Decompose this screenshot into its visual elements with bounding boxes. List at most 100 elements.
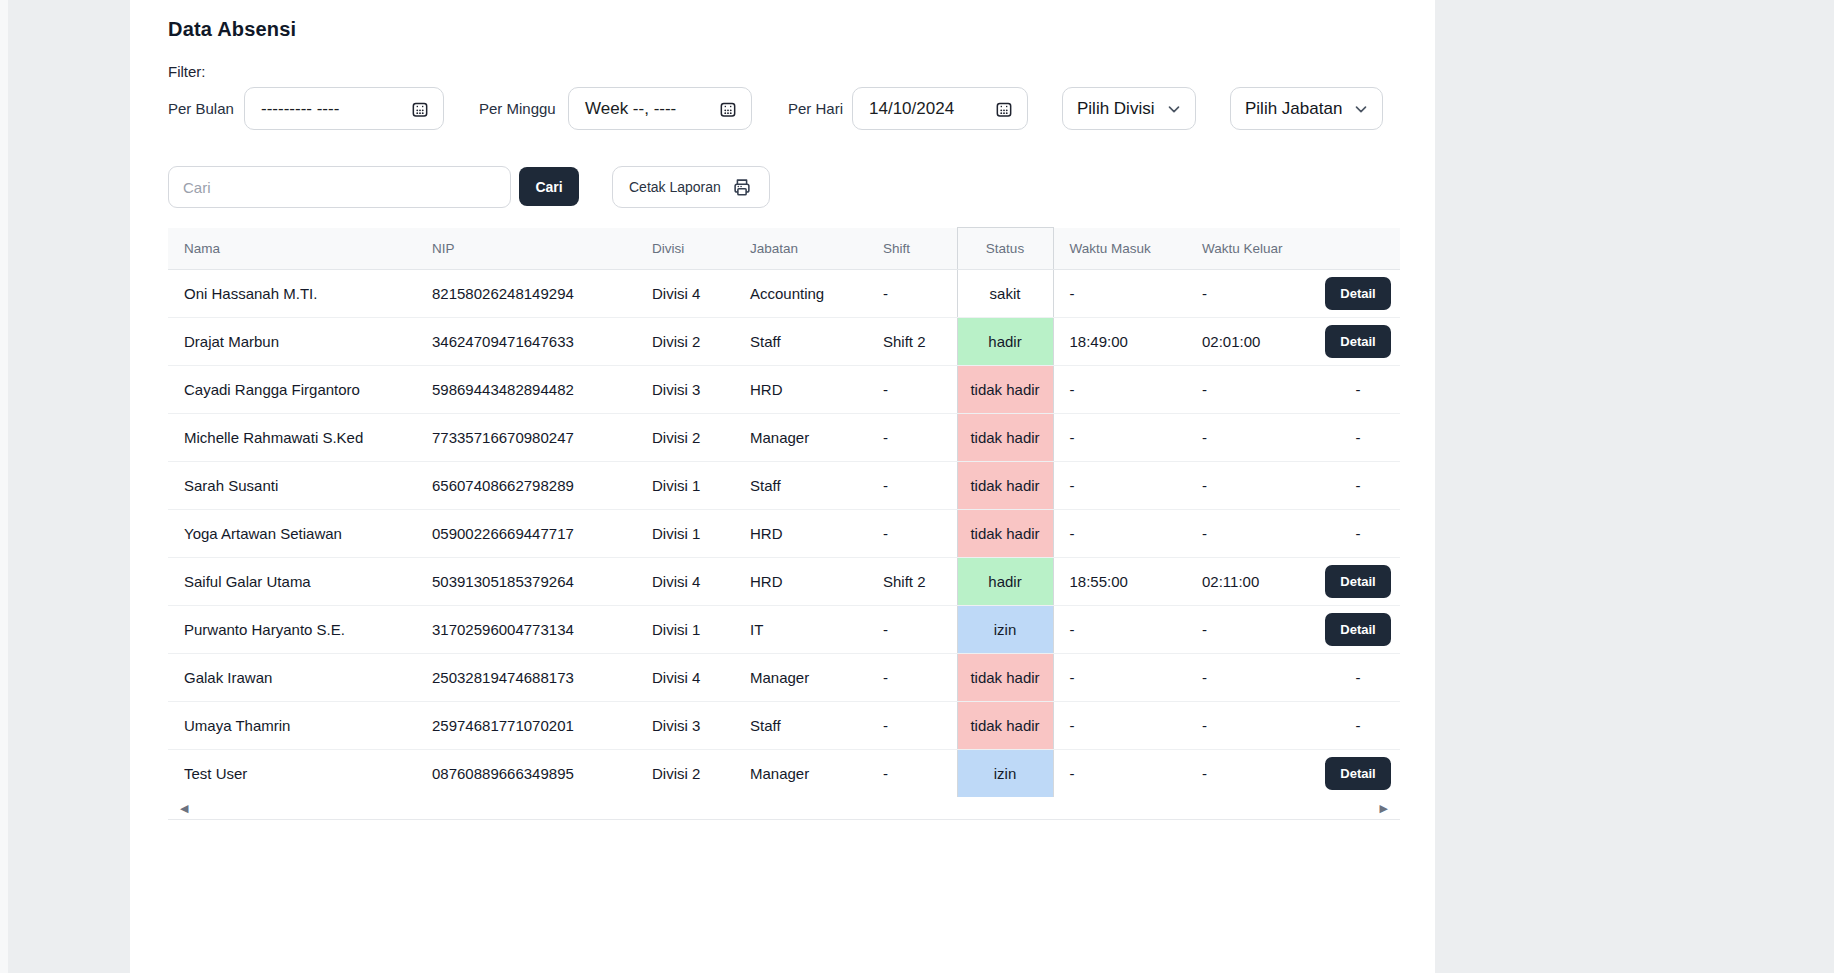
- cell-action: -: [1308, 414, 1400, 462]
- cell-action: -: [1308, 366, 1400, 414]
- cell-nip: 31702596004773134: [416, 606, 636, 654]
- no-detail-placeholder: -: [1325, 477, 1391, 494]
- detail-button[interactable]: Detail: [1325, 325, 1391, 358]
- detail-button[interactable]: Detail: [1325, 277, 1391, 310]
- no-detail-placeholder: -: [1325, 669, 1391, 686]
- cell-keluar: -: [1186, 414, 1308, 462]
- cell-masuk: -: [1053, 414, 1186, 462]
- cell-keluar: 02:01:00: [1186, 318, 1308, 366]
- search-button[interactable]: Cari: [519, 167, 579, 206]
- col-header-jabatan: Jabatan: [734, 228, 867, 270]
- per-hari-value: 14/10/2024: [869, 99, 954, 119]
- search-row: Cari Cetak Laporan: [130, 166, 1435, 208]
- status-badge: hadir: [957, 558, 1053, 606]
- col-header-nama: Nama: [168, 228, 416, 270]
- jabatan-select[interactable]: Pilih Jabatan: [1230, 87, 1383, 130]
- cell-masuk: -: [1053, 270, 1186, 318]
- col-header-status: Status: [957, 228, 1053, 270]
- cell-keluar: -: [1186, 606, 1308, 654]
- filter-row: Per Bulan --------- ---- Per Minggu W: [130, 87, 1435, 130]
- cell-shift: -: [867, 750, 957, 798]
- chevron-down-icon: [1352, 100, 1370, 118]
- cell-shift: -: [867, 510, 957, 558]
- status-badge: tidak hadir: [957, 702, 1053, 750]
- status-badge: tidak hadir: [957, 654, 1053, 702]
- cell-nama: Saiful Galar Utama: [168, 558, 416, 606]
- per-minggu-label: Per Minggu: [479, 87, 556, 130]
- cell-shift: -: [867, 414, 957, 462]
- table-row: Oni Hassanah M.TI.82158026248149294Divis…: [168, 270, 1400, 318]
- chevron-down-icon: [1165, 100, 1183, 118]
- cell-jabatan: Manager: [734, 750, 867, 798]
- cell-nama: Michelle Rahmawati S.Ked: [168, 414, 416, 462]
- no-detail-placeholder: -: [1325, 381, 1391, 398]
- cell-masuk: -: [1053, 462, 1186, 510]
- calendar-icon[interactable]: [410, 99, 430, 119]
- cell-jabatan: HRD: [734, 510, 867, 558]
- cell-shift: Shift 2: [867, 558, 957, 606]
- no-detail-placeholder: -: [1325, 525, 1391, 542]
- no-detail-placeholder: -: [1325, 429, 1391, 446]
- per-bulan-input[interactable]: --------- ----: [244, 87, 444, 130]
- cell-nama: Cayadi Rangga Firgantoro: [168, 366, 416, 414]
- cell-nama: Yoga Artawan Setiawan: [168, 510, 416, 558]
- cell-nama: Umaya Thamrin: [168, 702, 416, 750]
- page-title: Data Absensi: [168, 18, 296, 41]
- cell-nip: 59869443482894482: [416, 366, 636, 414]
- table-row: Michelle Rahmawati S.Ked7733571667098024…: [168, 414, 1400, 462]
- cell-keluar: -: [1186, 270, 1308, 318]
- cell-nip: 08760889666349895: [416, 750, 636, 798]
- detail-button[interactable]: Detail: [1325, 613, 1391, 646]
- cell-jabatan: Staff: [734, 462, 867, 510]
- detail-button[interactable]: Detail: [1325, 757, 1391, 790]
- col-header-shift: Shift: [867, 228, 957, 270]
- cell-keluar: -: [1186, 462, 1308, 510]
- cell-keluar: -: [1186, 750, 1308, 798]
- table-row: Umaya Thamrin25974681771070201Divisi 3St…: [168, 702, 1400, 750]
- status-badge: izin: [957, 750, 1053, 798]
- cell-divisi: Divisi 2: [636, 318, 734, 366]
- horizontal-scrollbar[interactable]: ◀ ▶: [168, 797, 1400, 820]
- col-header-nip: NIP: [416, 228, 636, 270]
- calendar-icon[interactable]: [718, 99, 738, 119]
- cell-masuk: -: [1053, 702, 1186, 750]
- cell-nip: 65607408662798289: [416, 462, 636, 510]
- scroll-left-icon[interactable]: ◀: [180, 799, 188, 818]
- cell-divisi: Divisi 1: [636, 606, 734, 654]
- cell-divisi: Divisi 2: [636, 750, 734, 798]
- col-header-masuk: Waktu Masuk: [1053, 228, 1186, 270]
- calendar-icon[interactable]: [994, 99, 1014, 119]
- cell-jabatan: Staff: [734, 702, 867, 750]
- search-input[interactable]: [168, 166, 511, 208]
- col-header-keluar: Waktu Keluar: [1186, 228, 1308, 270]
- cell-nip: 77335716670980247: [416, 414, 636, 462]
- cell-nip: 82158026248149294: [416, 270, 636, 318]
- cell-nama: Purwanto Haryanto S.E.: [168, 606, 416, 654]
- per-minggu-input[interactable]: Week --, ----: [568, 87, 752, 130]
- scroll-right-icon[interactable]: ▶: [1380, 799, 1388, 818]
- table-row: Test User08760889666349895Divisi 2Manage…: [168, 750, 1400, 798]
- cell-shift: -: [867, 702, 957, 750]
- cell-jabatan: Staff: [734, 318, 867, 366]
- cell-jabatan: Manager: [734, 654, 867, 702]
- per-hari-input[interactable]: 14/10/2024: [852, 87, 1028, 130]
- cell-action: -: [1308, 702, 1400, 750]
- cell-action: -: [1308, 654, 1400, 702]
- table-row: Yoga Artawan Setiawan05900226669447717Di…: [168, 510, 1400, 558]
- cell-keluar: -: [1186, 510, 1308, 558]
- per-bulan-label: Per Bulan: [168, 87, 234, 130]
- cell-divisi: Divisi 4: [636, 270, 734, 318]
- cell-jabatan: Accounting: [734, 270, 867, 318]
- detail-button[interactable]: Detail: [1325, 565, 1391, 598]
- divisi-select[interactable]: Pilih Divisi: [1062, 87, 1196, 130]
- print-report-button[interactable]: Cetak Laporan: [612, 166, 770, 208]
- attendance-table: NamaNIPDivisiJabatanShiftStatusWaktu Mas…: [168, 227, 1400, 798]
- per-minggu-value: Week --, ----: [585, 99, 676, 119]
- cell-nama: Sarah Susanti: [168, 462, 416, 510]
- cell-nama: Drajat Marbun: [168, 318, 416, 366]
- cell-shift: -: [867, 606, 957, 654]
- status-badge: tidak hadir: [957, 414, 1053, 462]
- status-badge: tidak hadir: [957, 462, 1053, 510]
- cell-action: -: [1308, 510, 1400, 558]
- print-report-label: Cetak Laporan: [629, 179, 721, 195]
